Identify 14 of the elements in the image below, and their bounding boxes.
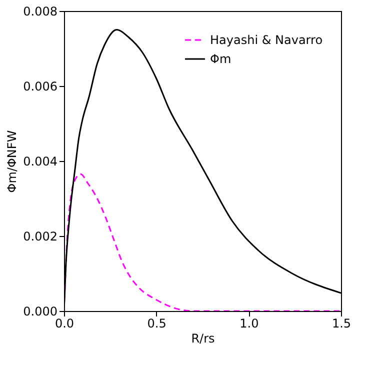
legend-label: Hayashi & Navarro (210, 33, 323, 47)
line-series (64, 173, 341, 311)
x-tick-label: 1.0 (240, 316, 259, 330)
y-tick-label: 0.004 (23, 154, 58, 168)
legend-label: Φm (210, 52, 232, 66)
y-tick-label: 0.008 (23, 4, 58, 18)
x-tick-label: 0.5 (147, 316, 166, 330)
y-tick-label: 0.000 (23, 304, 58, 318)
x-axis-title: R/rs (191, 332, 215, 346)
x-tick-label: 0.0 (54, 316, 74, 330)
y-tick-label: 0.006 (23, 80, 58, 94)
x-tick-label: 1.5 (332, 316, 352, 330)
y-tick-label: 0.002 (23, 230, 58, 244)
y-axis-title: Φm/ΦNFW (5, 130, 20, 193)
